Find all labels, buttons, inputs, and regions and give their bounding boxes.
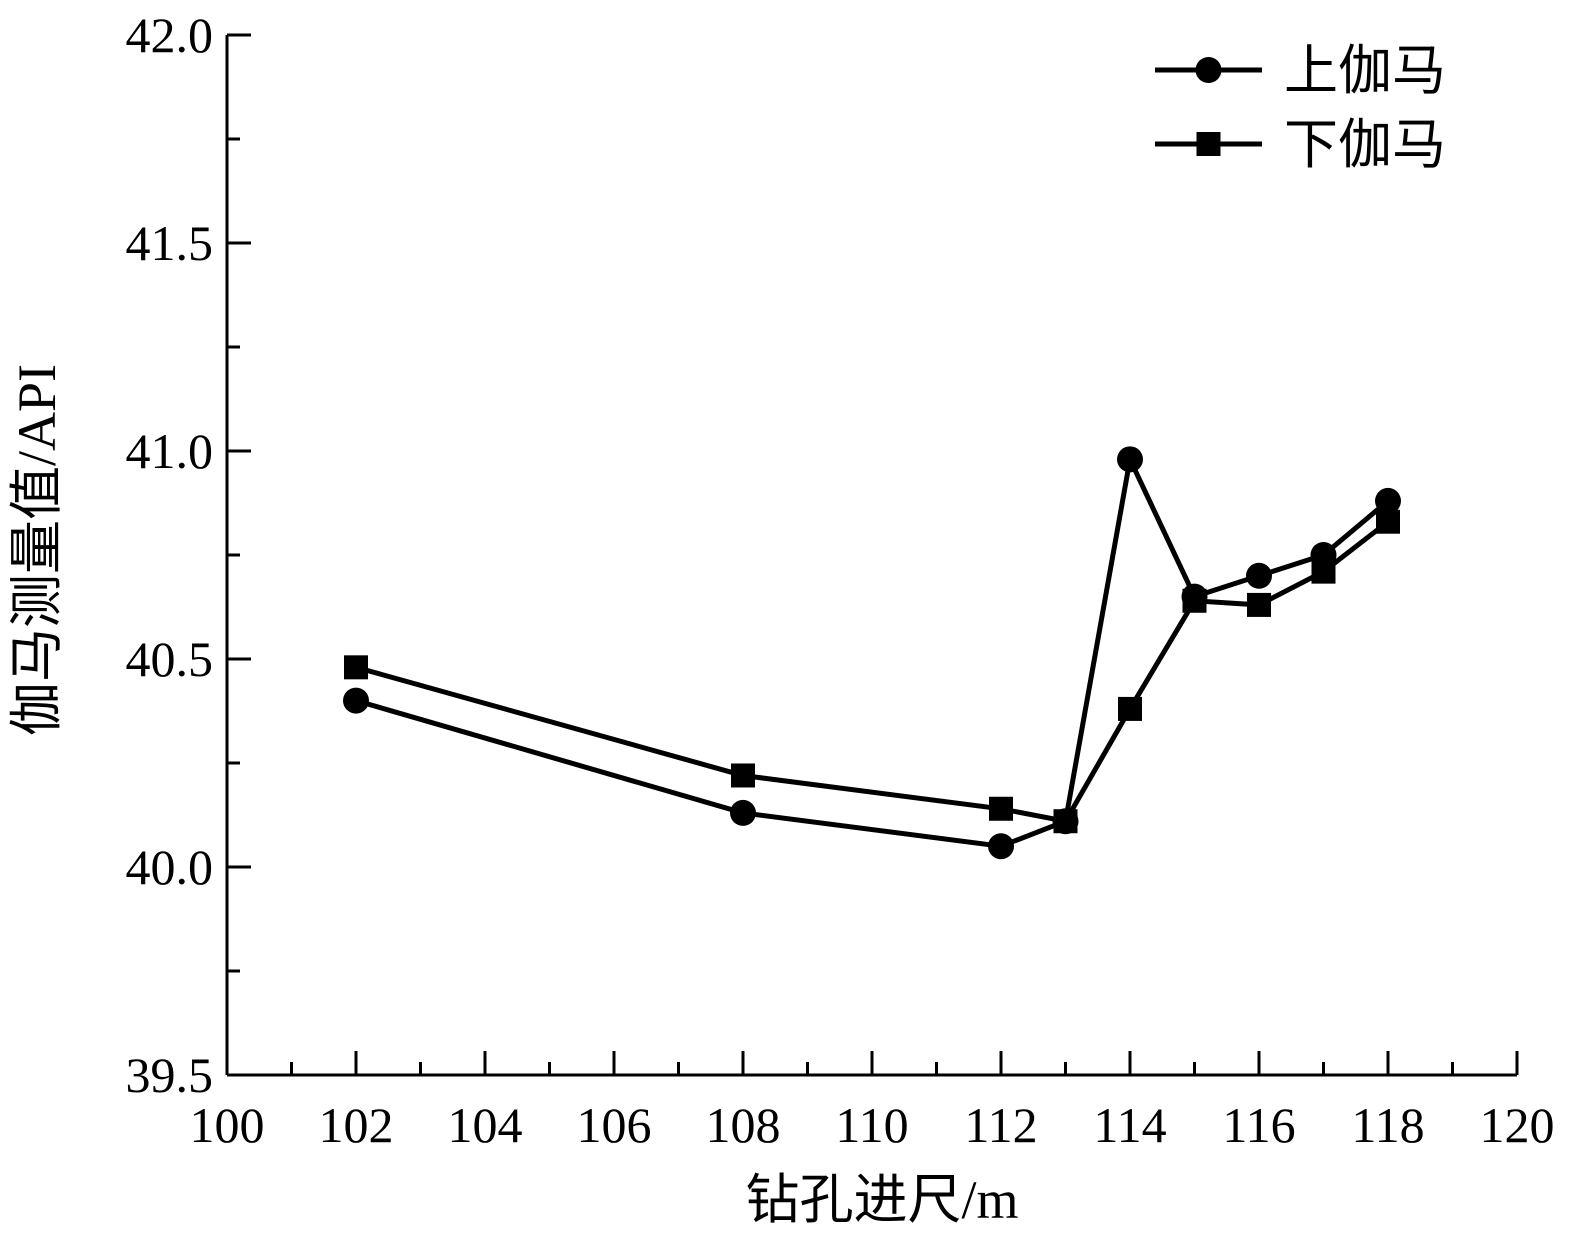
x-tick-label: 106 (577, 1097, 652, 1153)
series-lower-gamma (344, 509, 1400, 834)
legend-item: 下伽马 (1155, 115, 1446, 175)
data-point-square (731, 763, 755, 788)
y-tick-label: 41.5 (126, 215, 214, 271)
data-point-square (1118, 696, 1142, 721)
x-tick-label: 100 (190, 1097, 265, 1153)
axis-ticks (225, 33, 1519, 1077)
x-tick-label: 112 (964, 1097, 1037, 1153)
data-point-circle (1052, 808, 1079, 835)
x-tick-label: 104 (448, 1097, 523, 1153)
x-tick-label: 102 (319, 1097, 394, 1153)
legend-item: 上伽马 (1155, 41, 1446, 101)
y-tick-label: 40.0 (126, 839, 214, 895)
x-tick-label: 114 (1093, 1097, 1166, 1153)
data-point-square (989, 796, 1013, 821)
data-point-circle (988, 833, 1014, 860)
x-tick-label: 120 (1480, 1097, 1555, 1153)
y-tick-label: 40.5 (126, 631, 214, 687)
data-point-square (1376, 509, 1400, 534)
legend-label: 下伽马 (1284, 115, 1446, 175)
data-point-circle (1310, 542, 1337, 568)
data-point-circle (730, 799, 756, 826)
x-axis-title: 钻孔进尺/m (745, 1170, 1018, 1230)
tick-labels: 100 102 104 106 108 110 112 114 116 118 120 39.5 40.… (126, 7, 1555, 1153)
data-point-square (1247, 592, 1271, 617)
data-point-square (344, 655, 368, 680)
data-point-circle (1246, 562, 1272, 589)
legend-marker-square (1196, 132, 1221, 156)
x-tick-label: 110 (835, 1097, 908, 1153)
y-axis-title: 伽马测量值/API (7, 364, 67, 736)
series-line (355, 519, 1390, 824)
x-tick-label: 116 (1222, 1097, 1295, 1153)
data-point-circle (1117, 446, 1143, 473)
series-upper-gamma (343, 446, 1401, 860)
series-plot-area (343, 446, 1401, 860)
x-tick-label: 108 (706, 1097, 781, 1153)
data-point-circle (1375, 487, 1401, 514)
y-tick-label: 42.0 (126, 7, 214, 63)
data-point-circle (343, 687, 369, 714)
legend-label: 上伽马 (1284, 41, 1446, 101)
legend-marker-circle (1195, 57, 1222, 83)
x-tick-label: 118 (1351, 1097, 1424, 1153)
y-tick-label: 41.0 (126, 423, 214, 479)
y-tick-label: 39.5 (126, 1047, 214, 1103)
data-point-circle (1181, 583, 1208, 610)
series-line (355, 451, 1390, 849)
